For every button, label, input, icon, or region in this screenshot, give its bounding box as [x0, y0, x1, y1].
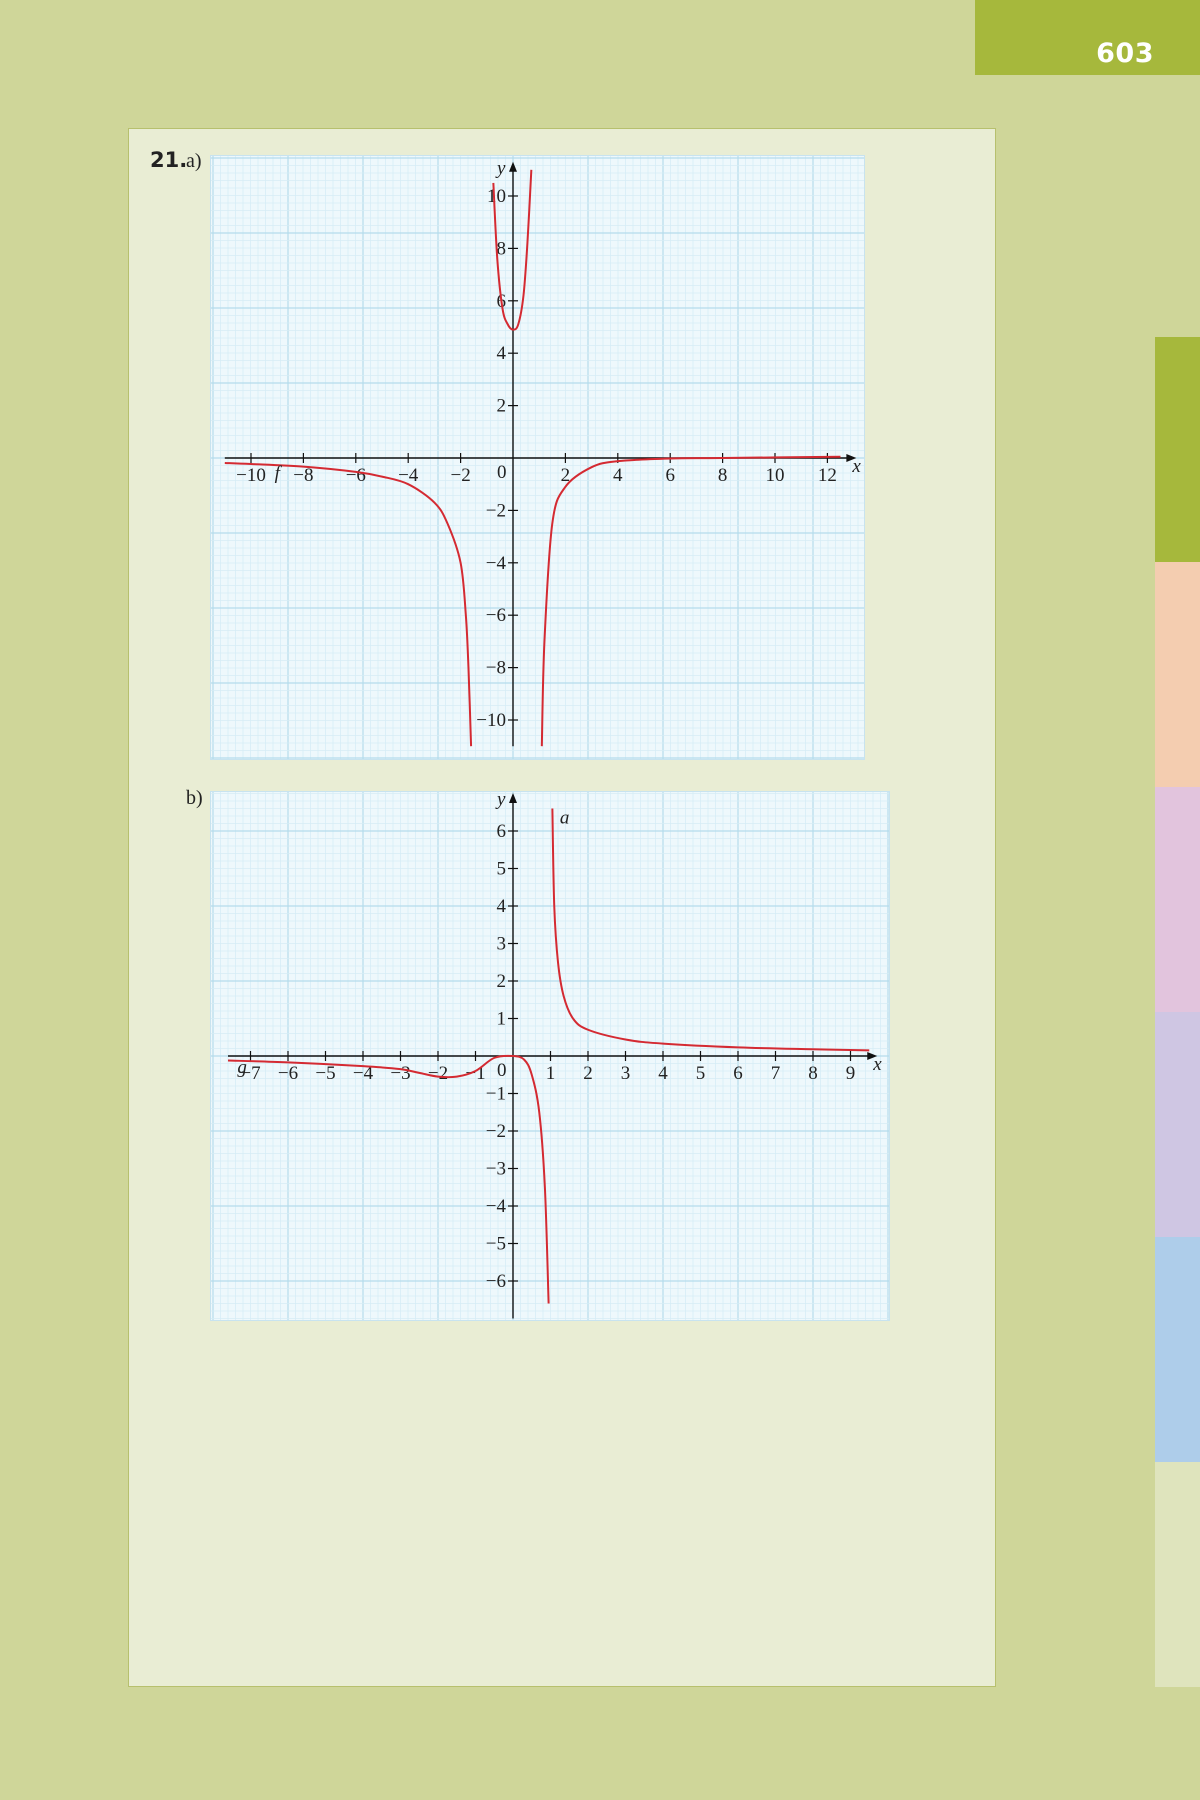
section-tab-6	[1155, 1462, 1200, 1687]
x-tick-label: −2	[428, 1063, 448, 1084]
y-tick-label: 6	[497, 821, 507, 842]
x-tick-label: −6	[346, 465, 366, 486]
y-tick-label: −2	[486, 500, 506, 521]
x-tick-label: −8	[293, 465, 313, 486]
x-tick-label: −7	[240, 1063, 260, 1084]
curve-f	[492, 169, 533, 331]
series-a: a	[551, 808, 870, 1052]
y-tick-label: 1	[497, 1009, 507, 1030]
y-axis-label: y	[495, 792, 506, 810]
y-tick-label: 10	[487, 186, 506, 207]
y-tick-label: −2	[486, 1121, 506, 1142]
grid	[211, 156, 864, 759]
series-g: g	[227, 1054, 550, 1304]
y-tick-label: −10	[476, 710, 506, 731]
x-tick-label: −10	[236, 465, 266, 486]
x-tick-label: −2	[450, 465, 470, 486]
curve-g	[227, 1054, 550, 1304]
section-tab-2	[1155, 562, 1200, 787]
section-tab-4	[1155, 1012, 1200, 1237]
y-tick-label: −1	[486, 1084, 506, 1105]
x-tick-label: 4	[658, 1063, 668, 1084]
axes: xy0−7 −6 −5 −4 −3 −2 −1 1 2 3 4 5 6 7 8 9−6−5−4−3−2−112…	[228, 792, 882, 1319]
y-tick-label: −4	[486, 553, 507, 574]
y-tick-label: −6	[486, 605, 506, 626]
y-tick-label: −3	[486, 1159, 506, 1180]
x-tick-label: −6	[278, 1063, 298, 1084]
y-tick-label: 3	[497, 934, 507, 955]
x-tick-label: 5	[696, 1063, 706, 1084]
graph-a: x y 0 −10 −8 −6 −4 −2 2 4 6 8 10 12 −10 −8 −6 −4 −2 2 4 6 8 10 f	[210, 155, 865, 760]
x-tick-label: 8	[718, 465, 728, 486]
x-tick-label: −4	[353, 1063, 374, 1084]
y-axis-arrow	[509, 161, 517, 172]
y-tick-label: −8	[486, 658, 506, 679]
curve-f	[224, 461, 473, 747]
exercise-number: 21.	[150, 148, 188, 172]
x-axis-label: x	[872, 1054, 882, 1075]
graph-b: x y 0 −7 −6 −5 −4 −3 −2 −1 1 2 3 4 5 6 7 8 9 −6 −5 −4 −3 −2 −1 1 2…	[210, 791, 890, 1321]
x-tick-label: 8	[808, 1063, 818, 1084]
y-tick-label: 2	[497, 971, 507, 992]
page-number: 603	[1096, 38, 1154, 69]
y-tick-label: 4	[497, 896, 507, 917]
y-axis-arrow	[509, 793, 517, 803]
part-b-label: b)	[186, 787, 203, 809]
x-axis-arrow	[846, 454, 857, 462]
section-tab-3	[1155, 787, 1200, 1012]
y-tick-label: 5	[497, 859, 507, 880]
x-tick-label: 1	[546, 1063, 556, 1084]
origin-label: 0	[497, 462, 507, 483]
curve-f	[540, 455, 841, 747]
x-tick-label: 12	[818, 465, 837, 486]
section-tab-5	[1155, 1237, 1200, 1462]
page-number-tab: 603	[975, 0, 1200, 75]
x-axis-arrow	[867, 1052, 878, 1060]
x-tick-label: 4	[613, 465, 623, 486]
curve-a	[551, 808, 870, 1052]
x-tick-label: 3	[621, 1063, 631, 1084]
x-tick-label: 2	[561, 465, 571, 486]
curve-label-a: a	[560, 808, 570, 829]
series-f: f	[224, 169, 841, 747]
x-tick-label: 2	[583, 1063, 593, 1084]
x-tick-label: 6	[733, 1063, 743, 1084]
y-tick-label: −6	[486, 1271, 506, 1292]
x-tick-label: −3	[390, 1063, 410, 1084]
curve-label-g: g	[237, 1057, 247, 1078]
y-axis-label: y	[495, 158, 506, 179]
x-tick-label: −5	[315, 1063, 335, 1084]
origin-label: 0	[497, 1060, 507, 1081]
y-tick-label: −4	[486, 1196, 507, 1217]
section-tab-1	[1155, 337, 1200, 562]
curve-label-f: f	[275, 463, 283, 484]
x-tick-label: 6	[665, 465, 675, 486]
x-tick-label: 7	[771, 1063, 781, 1084]
x-tick-label: 10	[766, 465, 785, 486]
y-tick-label: −5	[486, 1234, 506, 1255]
x-axis-label: x	[851, 456, 861, 477]
x-tick-label: −4	[398, 465, 419, 486]
y-tick-label: 4	[497, 343, 507, 364]
x-tick-label: 9	[846, 1063, 856, 1084]
part-a-label: a)	[186, 150, 202, 172]
y-tick-label: 2	[497, 396, 507, 417]
y-tick-label: 8	[497, 238, 507, 259]
graph-b-plot: xy0−7 −6 −5 −4 −3 −2 −1 1 2 3 4 5 6 7 8 9−6−5−4−3−2−112…	[211, 792, 889, 1320]
